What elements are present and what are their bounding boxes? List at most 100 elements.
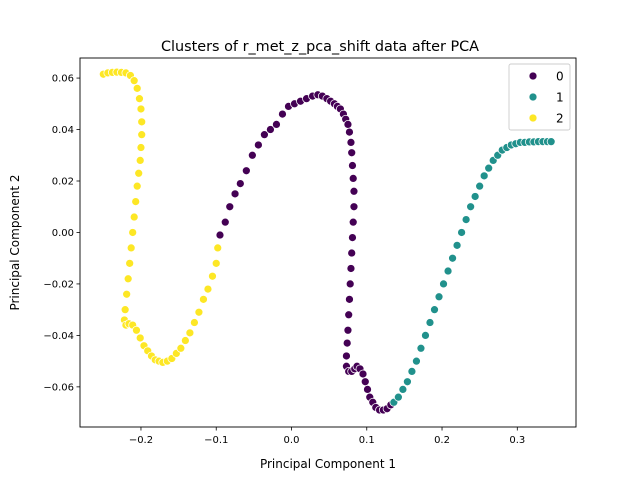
data-point — [272, 120, 281, 129]
data-point — [194, 307, 204, 317]
legend-marker — [528, 92, 538, 102]
y-tick-label: 0.00 — [52, 228, 74, 239]
y-tick-label: 0.04 — [52, 125, 74, 136]
data-point — [475, 181, 485, 191]
data-point — [203, 284, 213, 294]
data-point — [403, 377, 412, 387]
data-point — [343, 120, 353, 129]
data-point — [135, 94, 144, 104]
data-point — [448, 253, 457, 263]
data-point — [358, 369, 368, 379]
data-point — [421, 331, 430, 340]
y-tick-label: 0.02 — [52, 177, 74, 188]
data-point — [220, 217, 230, 227]
x-axis: −0.2 −0.1 0.0 0.1 0.2 0.3 — [129, 427, 525, 446]
data-point — [137, 130, 147, 140]
data-point — [348, 174, 358, 183]
y-tick-label: −0.06 — [43, 382, 74, 393]
data-point — [344, 310, 354, 320]
data-point — [136, 104, 146, 114]
y-axis: −0.06 −0.04 −0.02 0.00 0.02 0.04 0.06 — [43, 74, 80, 393]
data-point — [461, 215, 471, 224]
data-point — [363, 385, 372, 394]
data-point — [349, 186, 359, 196]
y-axis-label: Principal Component 2 — [8, 174, 22, 310]
data-point — [132, 83, 142, 93]
data-point — [345, 279, 355, 289]
data-point — [348, 161, 357, 170]
data-point — [190, 318, 199, 327]
data-point — [260, 130, 269, 140]
data-point — [412, 356, 421, 366]
data-point — [123, 274, 133, 284]
data-point — [132, 181, 142, 191]
data-point — [211, 258, 221, 268]
data-point — [398, 385, 408, 394]
data-point — [126, 243, 136, 253]
plot-area-frame — [79, 57, 577, 428]
data-point — [346, 264, 356, 273]
y-tick-label: −0.04 — [43, 331, 74, 342]
x-axis-label: Principal Component 1 — [260, 457, 396, 471]
data-point — [343, 325, 353, 335]
data-point — [347, 248, 357, 258]
data-point — [125, 258, 135, 268]
data-point — [484, 163, 494, 173]
data-point — [470, 192, 480, 201]
legend-frame — [508, 63, 571, 131]
data-point — [180, 336, 190, 345]
data-point — [120, 305, 130, 315]
data-point — [416, 343, 426, 353]
x-tick-label: 0.3 — [509, 435, 525, 446]
data-point — [342, 338, 352, 348]
data-point — [434, 292, 444, 302]
data-point — [349, 202, 359, 212]
data-point — [235, 179, 245, 188]
data-point — [208, 271, 217, 281]
x-tick-label: 0.1 — [359, 435, 375, 446]
data-point — [345, 294, 354, 304]
data-point — [347, 148, 357, 158]
data-point — [407, 367, 417, 376]
data-point — [137, 117, 147, 127]
y-tick-label: 0.06 — [52, 74, 74, 85]
data-point — [345, 127, 354, 137]
data-point — [346, 138, 356, 147]
data-point — [348, 217, 358, 227]
data-point — [129, 76, 139, 86]
data-point — [135, 333, 145, 343]
data-point — [134, 168, 144, 178]
data-point — [360, 377, 370, 387]
data-point — [122, 289, 132, 299]
data-point — [128, 228, 138, 237]
x-tick-label: −0.1 — [204, 435, 228, 446]
data-point — [136, 143, 146, 152]
legend-label: 0 — [556, 70, 564, 84]
data-point — [254, 140, 263, 150]
data-point — [443, 266, 453, 276]
data-point — [266, 125, 275, 134]
data-point — [546, 137, 556, 147]
legend-marker — [528, 113, 538, 123]
data-point — [225, 202, 235, 212]
data-point — [215, 230, 225, 240]
y-tick-label: −0.02 — [43, 280, 74, 291]
data-point — [439, 279, 448, 289]
x-tick-label: 0.0 — [284, 435, 300, 446]
series-0 — [215, 90, 396, 415]
data-point — [199, 294, 208, 304]
data-point — [278, 109, 287, 119]
data-point — [176, 343, 186, 353]
series-1 — [389, 137, 556, 407]
data-point — [425, 318, 435, 327]
data-point — [132, 325, 141, 335]
data-point — [213, 243, 223, 253]
data-point — [457, 228, 466, 237]
data-point — [342, 351, 351, 361]
data-point — [230, 189, 240, 199]
legend-marker — [528, 71, 538, 81]
data-point — [135, 156, 145, 165]
data-point — [348, 233, 357, 242]
